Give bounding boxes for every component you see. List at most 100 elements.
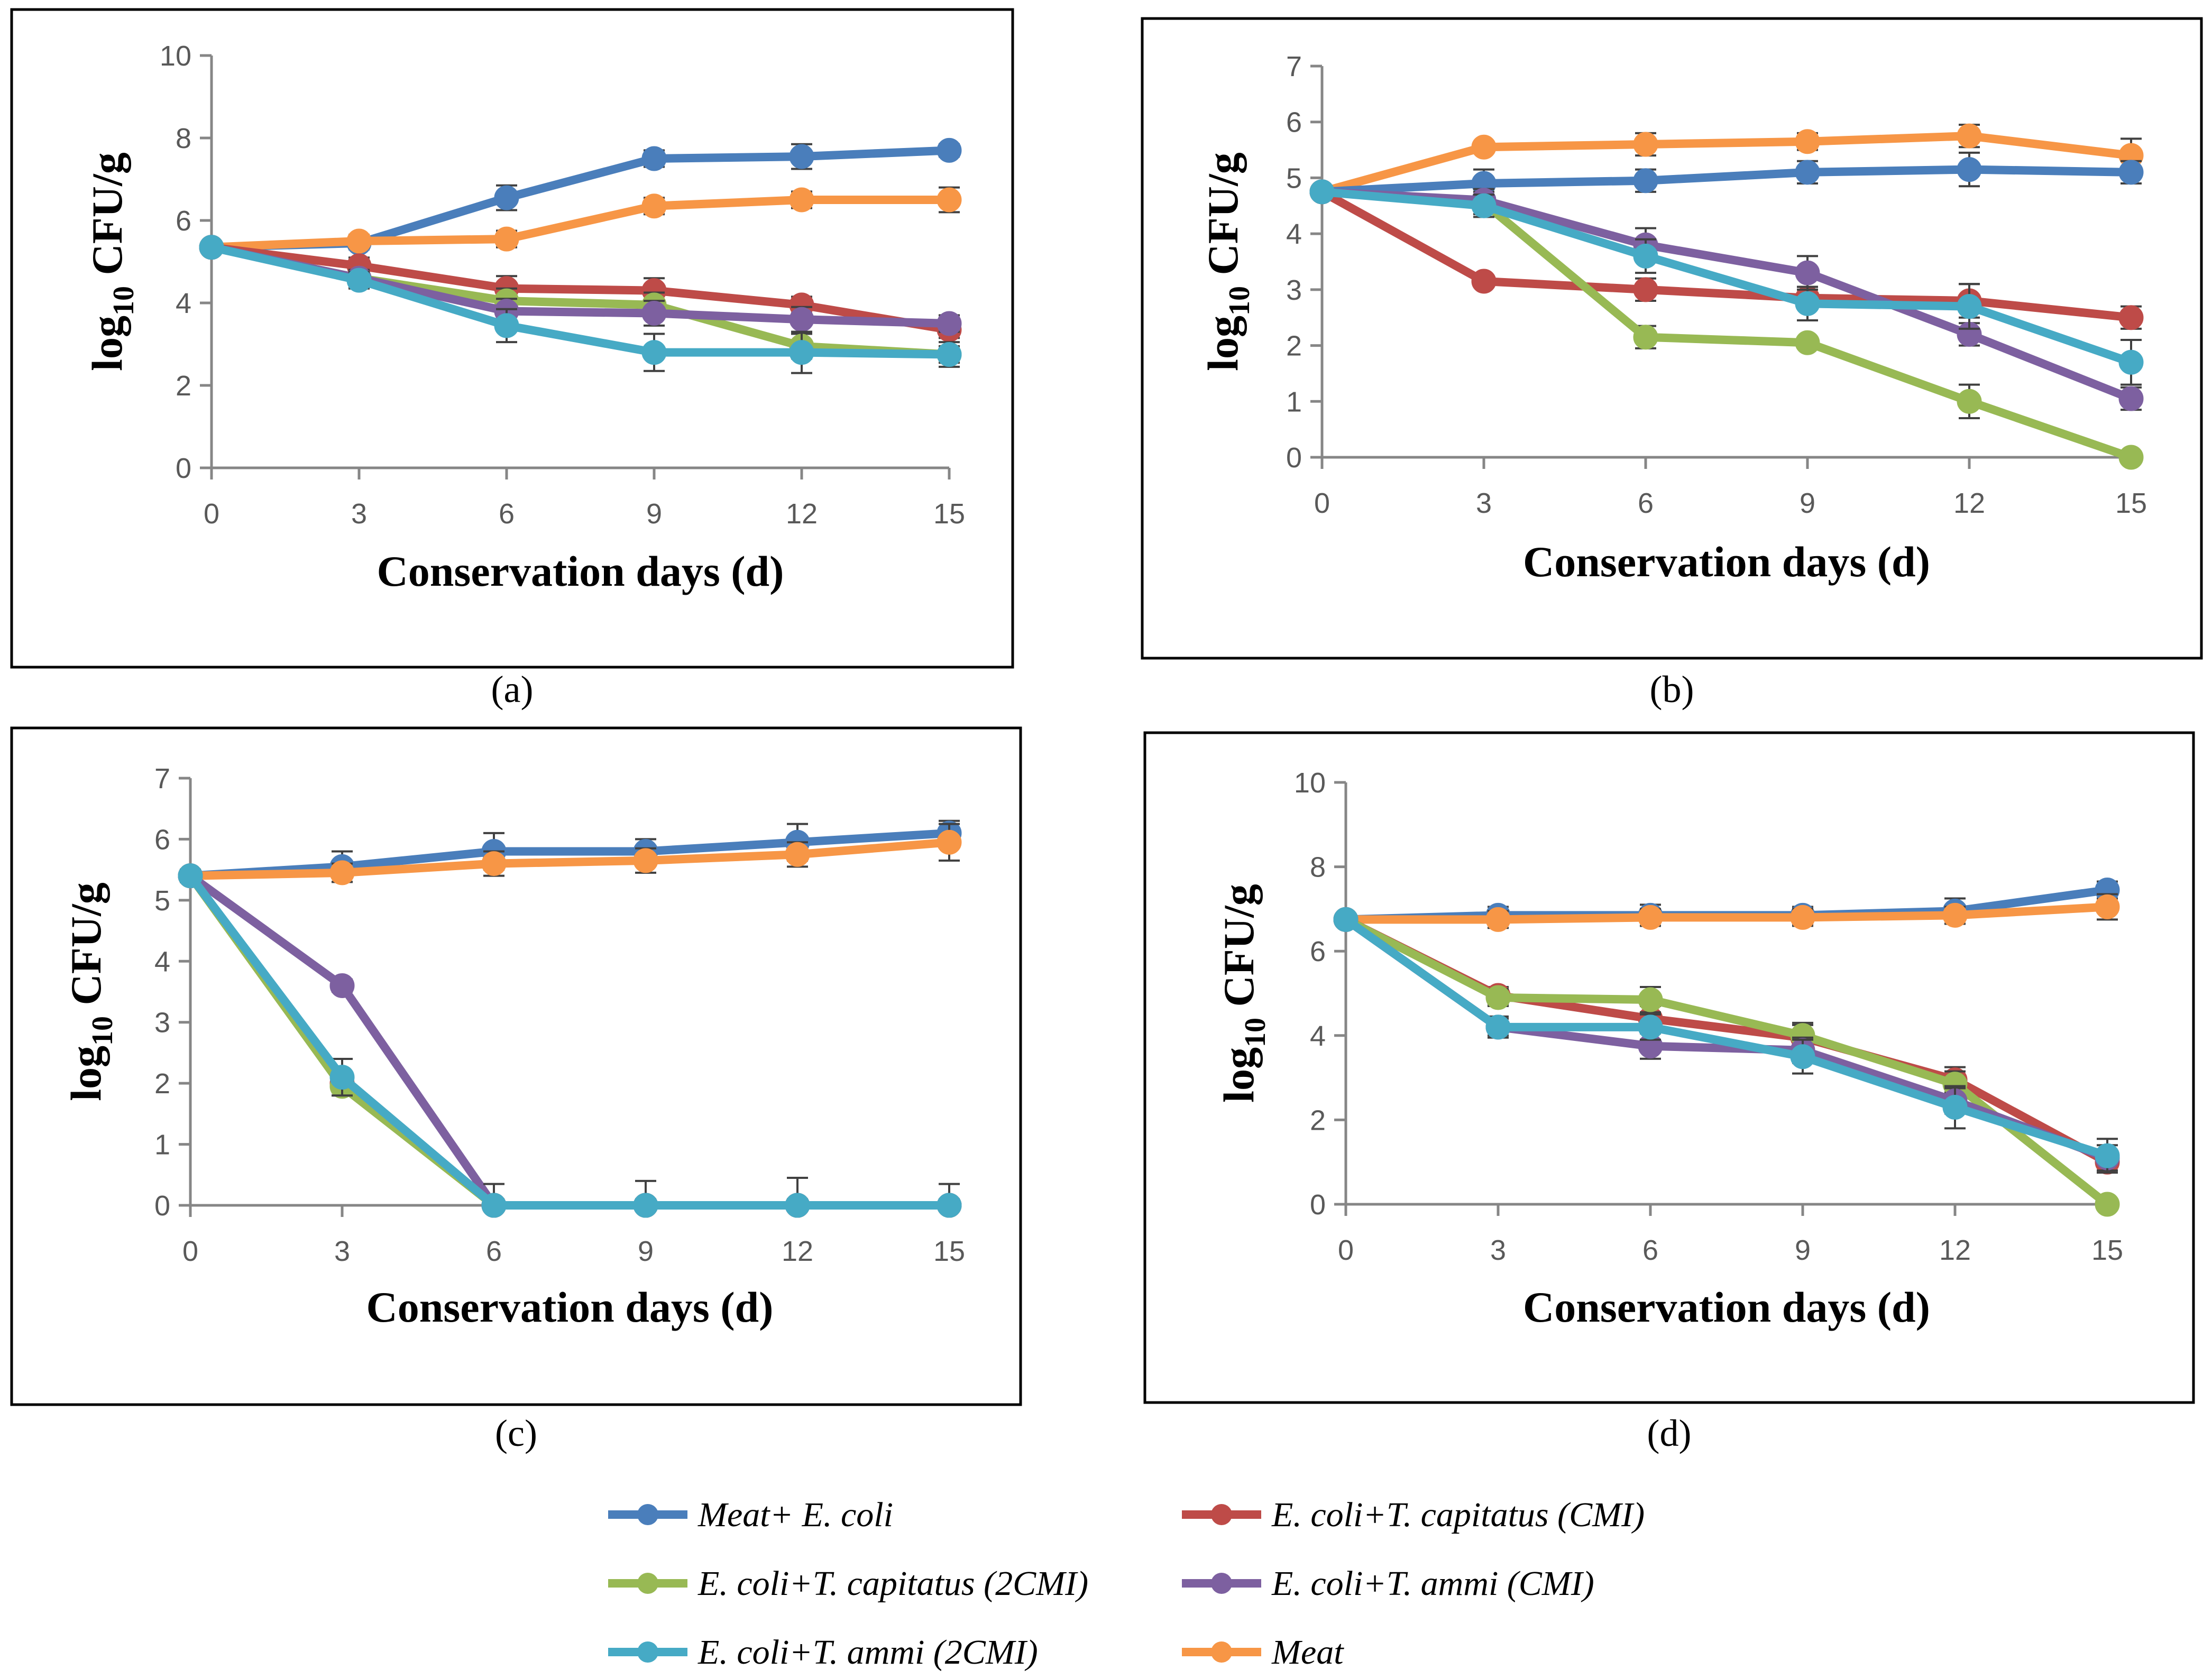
series-line — [211, 196, 949, 252]
panel-frame — [10, 726, 1022, 1406]
y-axis-title-log: log — [62, 1046, 110, 1101]
series-tammi_2cmi — [178, 863, 962, 1218]
data-point — [1471, 134, 1497, 160]
series-tammi_cmi — [178, 863, 962, 1218]
y-tick-label: 3 — [154, 1007, 170, 1039]
data-point — [1957, 294, 1982, 319]
panel-label: (d) — [1647, 1412, 1692, 1454]
x-axis-title: Conservation days (d) — [1523, 538, 1930, 586]
series-line — [1321, 187, 2133, 403]
x-tick-label: 9 — [1795, 1234, 1811, 1266]
data-point — [481, 1193, 507, 1218]
y-tick-label: 10 — [1294, 767, 1326, 799]
series-tammi_2cmi — [1309, 179, 2144, 386]
y-tick-label: 0 — [1286, 442, 1302, 474]
data-point — [2118, 305, 2144, 330]
y-axis-title: log10 CFU/g — [83, 152, 140, 371]
legend-swatch-marker — [637, 1573, 658, 1594]
data-point — [633, 1193, 658, 1218]
legend: Meat+ E. coli E. coli+T. capitatus (CMI) E… — [608, 1496, 1645, 1672]
data-point — [2095, 1143, 2120, 1168]
data-point — [329, 860, 355, 885]
data-point — [1638, 1014, 1663, 1040]
y-tick-label: 6 — [1286, 107, 1302, 139]
y-axis-title: log10 CFU/g — [1199, 152, 1256, 371]
data-point — [2095, 1192, 2120, 1217]
y-tick-label: 1 — [1286, 386, 1302, 418]
data-point — [346, 228, 372, 254]
y-tick-label: 4 — [176, 288, 191, 319]
data-point — [789, 307, 814, 332]
series-tcap_cmi — [178, 863, 962, 1218]
x-tick-label: 12 — [1953, 487, 1985, 519]
legend-item-tammi_2cmi: E. coli+T. ammi (2CMI) — [608, 1633, 1038, 1672]
legend-item-tcap_2cmi: E. coli+T. capitatus (2CMI) — [608, 1564, 1088, 1603]
y-tick-label: 0 — [154, 1190, 170, 1222]
data-point — [1633, 243, 1658, 269]
data-point — [1638, 987, 1663, 1012]
series-tcap_2cmi — [178, 863, 962, 1218]
series-line — [1346, 902, 2108, 924]
series-line — [211, 243, 950, 334]
y-tick-label: 0 — [1310, 1189, 1326, 1221]
y-tick-label: 6 — [154, 824, 170, 855]
series-tammi_2cmi — [199, 235, 962, 374]
y-axis-title-unit: CFU/g — [83, 152, 131, 286]
data-point — [641, 146, 667, 171]
y-tick-label: 6 — [176, 205, 191, 237]
series-meat — [1309, 123, 2144, 205]
series-line — [1320, 132, 2132, 196]
panel-label: (a) — [491, 668, 534, 711]
x-tick-label: 0 — [182, 1235, 198, 1267]
y-axis-title-log: log — [1215, 1047, 1263, 1103]
series-line — [1343, 916, 2109, 1160]
y-tick-label: 4 — [1286, 218, 1302, 250]
data-point — [494, 226, 519, 252]
x-tick-label: 0 — [1338, 1234, 1354, 1266]
y-tick-label: 5 — [1286, 162, 1302, 194]
x-tick-label: 3 — [1490, 1234, 1506, 1266]
legend-label: E. coli+T. ammi (CMI) — [1271, 1564, 1594, 1603]
data-point — [1957, 123, 1982, 149]
data-point — [937, 1193, 962, 1218]
x-tick-label: 12 — [786, 498, 818, 530]
y-tick-label: 1 — [154, 1129, 170, 1161]
x-tick-label: 12 — [1939, 1234, 1971, 1266]
data-point — [1485, 985, 1511, 1010]
legend-swatch-marker — [1211, 1641, 1232, 1663]
y-tick-label: 8 — [176, 123, 191, 154]
y-tick-label: 5 — [154, 885, 170, 917]
x-tick-label: 3 — [1476, 487, 1492, 519]
y-tick-label: 7 — [1286, 51, 1302, 82]
data-point — [346, 267, 372, 293]
series-line — [1344, 916, 2110, 1208]
data-point — [2118, 160, 2144, 185]
data-point — [937, 187, 962, 213]
x-tick-label: 12 — [782, 1235, 813, 1267]
data-point — [1471, 269, 1497, 294]
panel-frame — [1143, 731, 2195, 1404]
x-tick-label: 6 — [1642, 1234, 1658, 1266]
y-axis-title-subscript: 10 — [107, 286, 140, 316]
x-tick-label: 9 — [646, 498, 662, 530]
data-point — [494, 185, 519, 210]
y-tick-label: 3 — [1286, 274, 1302, 306]
data-point — [789, 187, 814, 213]
data-point — [641, 193, 667, 219]
legend-swatch-marker — [637, 1641, 658, 1663]
x-tick-label: 6 — [1638, 487, 1654, 519]
data-point — [1790, 905, 1815, 930]
data-point — [178, 863, 203, 889]
series-line — [210, 243, 950, 359]
y-tick-label: 8 — [1310, 852, 1326, 883]
y-tick-label: 2 — [154, 1068, 170, 1100]
data-point — [1957, 157, 1982, 182]
series-line — [1320, 188, 2132, 322]
data-point — [1795, 330, 1820, 355]
data-point — [494, 313, 519, 338]
y-tick-label: 4 — [154, 946, 170, 977]
y-tick-label: 2 — [176, 370, 191, 402]
